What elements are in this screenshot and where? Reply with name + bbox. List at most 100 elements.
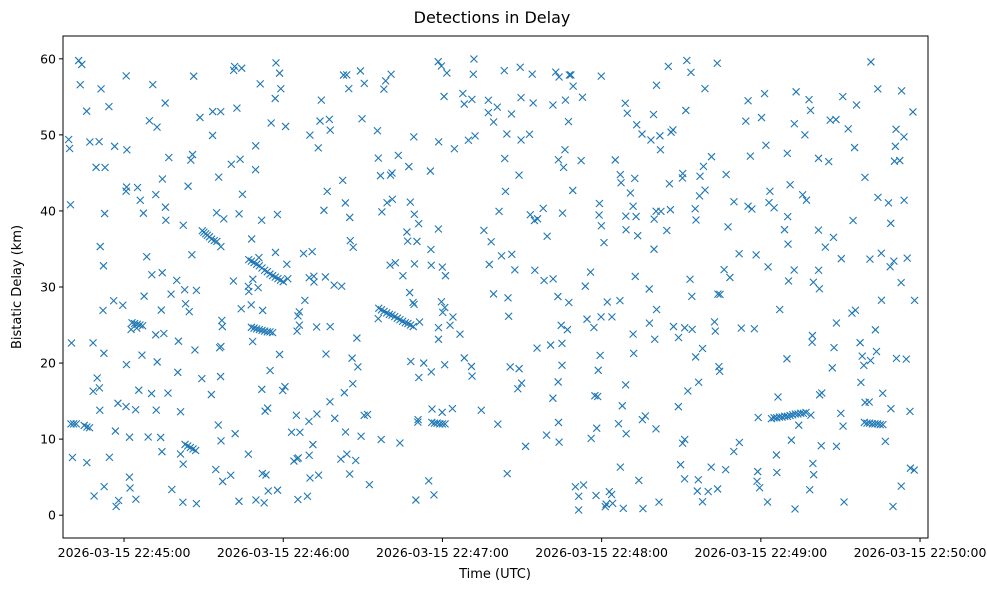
scatter-point xyxy=(293,327,301,336)
scatter-point xyxy=(878,389,887,398)
scatter-point xyxy=(345,213,354,222)
scatter-point xyxy=(181,299,190,308)
scatter-point xyxy=(353,363,362,371)
x-tick-label: 2026-03-15 22:50:00 xyxy=(854,545,987,560)
scatter-point xyxy=(647,136,655,144)
scatter-point xyxy=(441,420,449,428)
scatter-point xyxy=(555,73,563,81)
scatter-point xyxy=(506,363,515,371)
scatter-point xyxy=(821,243,830,251)
scatter-point xyxy=(696,172,704,181)
scatter-point xyxy=(681,106,690,115)
scatter-point xyxy=(464,136,473,145)
scatter-point xyxy=(557,321,566,330)
scatter-point xyxy=(790,266,799,274)
scatter-point xyxy=(153,123,161,131)
scatter-point xyxy=(144,433,153,441)
scatter-point xyxy=(264,487,273,495)
scatter-point xyxy=(645,319,654,327)
scatter-point xyxy=(229,277,238,285)
scatter-point xyxy=(849,216,857,225)
scatter-point xyxy=(323,187,332,196)
scatter-point xyxy=(383,198,391,207)
scatter-point xyxy=(167,290,175,298)
scatter-point xyxy=(208,107,217,116)
scatter-point xyxy=(254,283,263,292)
scatter-point xyxy=(174,337,183,346)
scatter-point xyxy=(666,205,675,214)
scatter-point xyxy=(698,344,707,353)
scatter-point xyxy=(791,505,799,513)
scatter-point xyxy=(214,173,223,182)
scatter-point xyxy=(871,325,880,334)
scatter-point xyxy=(374,154,383,162)
scatter-point xyxy=(410,259,419,268)
scatter-point xyxy=(438,263,447,271)
scatter-point xyxy=(89,387,98,396)
scatter-point xyxy=(147,270,156,279)
scatter-point xyxy=(629,202,637,211)
scatter-point xyxy=(775,305,784,314)
scatter-point xyxy=(707,152,716,161)
scatter-point xyxy=(656,145,665,154)
scatter-point xyxy=(341,199,350,207)
scatter-point xyxy=(281,122,290,131)
scatter-point xyxy=(909,108,917,116)
scatter-point xyxy=(471,131,479,140)
scatter-point xyxy=(838,92,847,101)
scatter-point xyxy=(652,207,661,216)
scatter-point xyxy=(558,339,566,348)
scatter-point xyxy=(809,278,818,287)
scatter-point xyxy=(687,68,695,77)
scatter-point xyxy=(577,156,586,165)
scatter-point xyxy=(386,261,394,269)
scatter-point xyxy=(629,330,637,338)
scatter-point xyxy=(130,319,139,328)
scatter-point xyxy=(386,171,395,180)
scatter-point xyxy=(156,433,165,442)
scatter-point xyxy=(161,203,170,212)
scatter-point xyxy=(112,502,121,511)
scatter-point xyxy=(213,237,221,246)
scatter-point xyxy=(358,114,366,123)
scatter-point xyxy=(493,103,502,111)
scatter-point xyxy=(554,292,562,301)
scatter-point xyxy=(363,410,372,419)
scatter-point xyxy=(602,500,611,509)
scatter-point xyxy=(581,282,590,291)
scatter-point xyxy=(832,442,841,451)
scatter-point xyxy=(227,160,236,169)
scatter-point xyxy=(290,457,298,465)
scatter-point xyxy=(179,221,188,230)
scatter-point xyxy=(713,485,722,493)
scatter-point xyxy=(419,359,428,367)
scatter-point xyxy=(179,460,188,469)
scatter-point xyxy=(247,235,256,243)
scatter-point xyxy=(549,101,557,109)
scatter-point xyxy=(292,411,301,420)
scatter-point xyxy=(458,89,467,98)
scatter-point xyxy=(780,225,789,234)
scatter-point xyxy=(763,498,772,506)
scatter-point xyxy=(424,477,433,485)
scatter-point xyxy=(583,315,591,324)
scatter-point xyxy=(255,325,264,334)
scatter-point xyxy=(191,346,199,354)
scatter-point xyxy=(724,222,732,231)
scatter-point xyxy=(415,318,424,326)
x-tick-label: 2026-03-15 22:47:00 xyxy=(376,545,509,560)
scatter-point xyxy=(275,350,284,359)
scatter-point xyxy=(753,477,761,486)
scatter-point xyxy=(735,438,744,447)
scatter-point xyxy=(218,322,227,331)
scatter-point xyxy=(867,58,875,66)
scatter-point xyxy=(765,198,773,207)
scatter-point xyxy=(806,411,815,419)
scatter-point xyxy=(414,415,422,424)
scatter-point xyxy=(340,388,349,397)
scatter-point xyxy=(805,485,814,494)
scatter-point xyxy=(272,58,280,67)
scatter-point xyxy=(516,63,525,72)
scatter-point xyxy=(434,225,443,233)
scatter-point xyxy=(377,208,386,216)
